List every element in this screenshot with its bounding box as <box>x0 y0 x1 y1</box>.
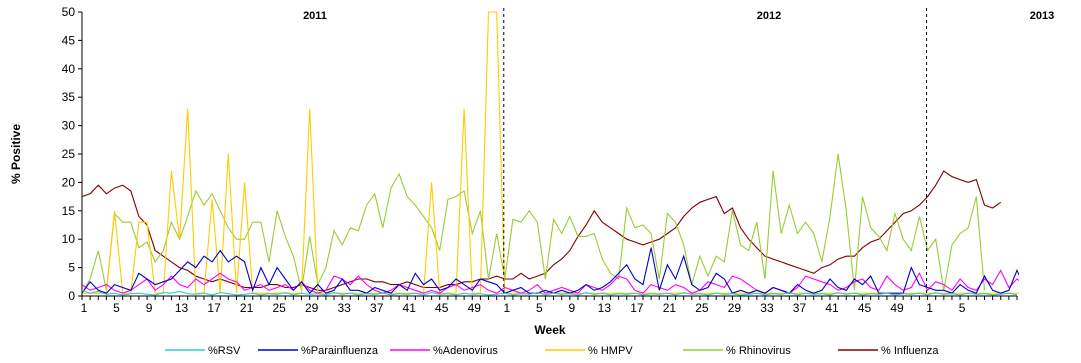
series-layer <box>82 11 1019 296</box>
x-tick-label: 17 <box>630 301 644 315</box>
x-tick-label: 5 <box>959 301 966 315</box>
y-tick-label: 50 <box>62 5 76 19</box>
legend-label: % Influenza <box>881 345 939 357</box>
x-tick-label: 21 <box>663 301 677 315</box>
legend-label: % HMPV <box>588 345 633 357</box>
x-tick-label: 37 <box>370 301 384 315</box>
legend-label: %Adenovirus <box>433 345 498 357</box>
x-tick-label: 5 <box>113 301 120 315</box>
y-tick-label: 15 <box>62 204 76 218</box>
series-line-adenovirus <box>82 269 1019 294</box>
y-tick-label: 5 <box>68 261 75 275</box>
x-tick-label: 49 <box>468 301 482 315</box>
y-axis: 0 5 10 15 20 25 30 35 40 45 50 <box>62 5 83 303</box>
x-tick-label: 25 <box>695 301 709 315</box>
y-tick-label: 35 <box>62 90 76 104</box>
x-axis: 1 5 9 13 17 21 25 29 33 37 41 45 49 1 5 9 13 17 21 25 29 33 37… <box>81 295 1018 315</box>
y-tick-label: 20 <box>62 175 76 189</box>
x-tick-label: 33 <box>760 301 774 315</box>
y-tick-label: 30 <box>62 119 76 133</box>
x-tick-label: 45 <box>858 301 872 315</box>
x-tick-label: 25 <box>272 301 286 315</box>
x-tick-label: 45 <box>435 301 449 315</box>
x-tick-label: 37 <box>793 301 807 315</box>
year-label: 2012 <box>757 10 781 22</box>
x-tick-label: 13 <box>175 301 189 315</box>
x-tick-label: 1 <box>503 301 510 315</box>
x-tick-label: 49 <box>890 301 904 315</box>
x-tick-label: 29 <box>305 301 319 315</box>
y-tick-label: 25 <box>62 147 76 161</box>
x-tick-label: 13 <box>598 301 612 315</box>
x-tick-label: 41 <box>825 301 839 315</box>
x-tick-label: 9 <box>146 301 153 315</box>
x-tick-label: 5 <box>536 301 543 315</box>
legend-label: %RSV <box>208 345 241 357</box>
x-tick-label: 33 <box>337 301 351 315</box>
x-tick-label: 41 <box>403 301 417 315</box>
y-tick-label: 0 <box>68 289 75 303</box>
year-label: 2013 <box>1030 10 1054 22</box>
x-tick-label: 21 <box>240 301 254 315</box>
year-dividers: 2011 2012 2013 <box>303 8 1054 296</box>
x-tick-label: 1 <box>81 301 88 315</box>
x-tick-label: 17 <box>207 301 221 315</box>
y-tick-label: 45 <box>62 33 76 47</box>
y-tick-label: 40 <box>62 62 76 76</box>
x-tick-label: 9 <box>568 301 575 315</box>
y-tick-label: 10 <box>62 232 76 246</box>
legend-label: % Rhinovirus <box>726 345 791 357</box>
y-axis-title: % Positive <box>9 124 23 184</box>
series-line-rhinovirus <box>82 153 986 294</box>
legend: %RSV %Parainfluenza %Adenovirus % HMPV % Rhi… <box>165 345 939 357</box>
series-line-influenza <box>82 170 1002 291</box>
x-tick-label: 29 <box>728 301 742 315</box>
series-line-parainfluenza <box>82 247 1019 295</box>
x-tick-label: 1 <box>926 301 933 315</box>
x-axis-title: Week <box>534 323 565 337</box>
year-label: 2011 <box>303 10 327 22</box>
legend-label: %Parainfluenza <box>301 345 379 357</box>
series-line-rsv <box>82 289 1018 296</box>
